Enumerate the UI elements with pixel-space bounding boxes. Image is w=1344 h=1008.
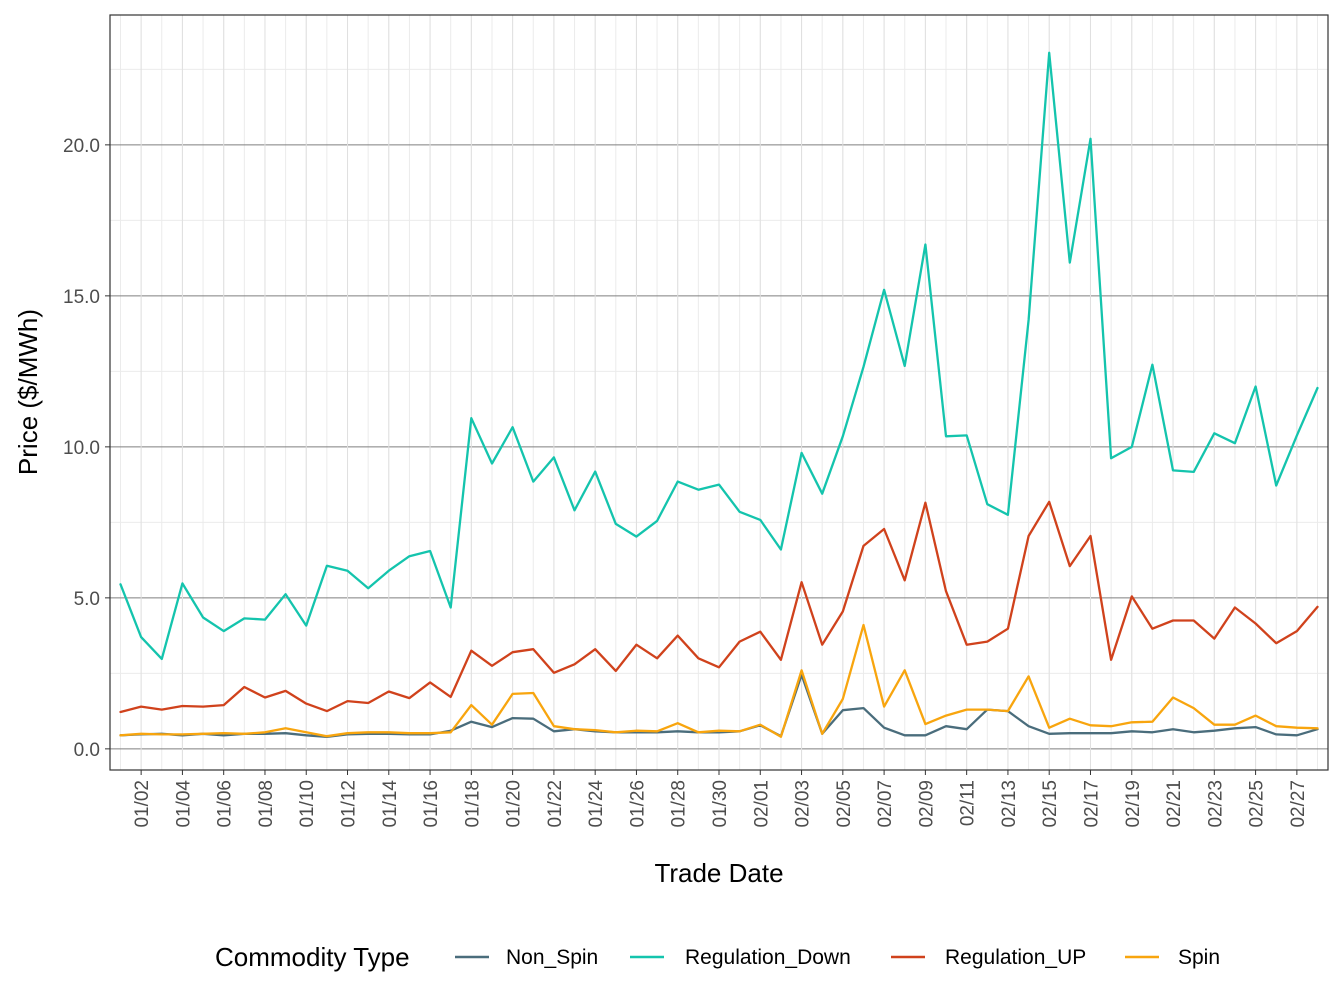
x-tick-label: 02/01 <box>751 780 772 828</box>
legend-label-regulation-up: Regulation_UP <box>945 946 1086 969</box>
x-tick-label: 01/04 <box>173 780 194 828</box>
y-tick-label: 10.0 <box>63 438 100 459</box>
x-tick-label: 02/21 <box>1164 780 1185 828</box>
x-tick-label: 01/16 <box>421 780 442 828</box>
x-tick-label: 02/03 <box>793 780 814 828</box>
x-tick-label: 02/19 <box>1123 780 1144 828</box>
x-tick-label: 02/07 <box>875 780 896 828</box>
x-tick-label: 01/18 <box>462 780 483 828</box>
x-axis: 01/02 01/04 01/06 01/08 01/10 01/12 01/14 01/16… <box>132 770 1309 828</box>
x-tick-label: 02/27 <box>1288 780 1309 828</box>
major-grid <box>110 15 1328 770</box>
x-tick-label: 01/08 <box>256 780 277 828</box>
x-tick-label: 01/26 <box>627 780 648 828</box>
y-tick-label: 15.0 <box>63 287 100 308</box>
x-tick-label: 01/24 <box>586 780 607 828</box>
x-tick-label: 01/20 <box>504 780 525 828</box>
legend-label-non-spin: Non_Spin <box>506 946 598 969</box>
y-tick-label: 0.0 <box>74 740 100 761</box>
legend: Commodity Type Non_Spin Regulation_Down … <box>215 942 1220 972</box>
x-tick-label: 02/05 <box>834 780 855 828</box>
x-tick-label: 01/30 <box>710 780 731 828</box>
legend-label-regulation-down: Regulation_Down <box>685 946 851 969</box>
x-tick-label: 01/28 <box>669 780 690 828</box>
series-line-regulation-up <box>119 500 1319 714</box>
y-tick-label: 5.0 <box>74 589 100 610</box>
y-axis: 0.0 5.0 10.0 15.0 20.0 <box>63 136 110 761</box>
legend-title: Commodity Type <box>215 942 410 972</box>
x-tick-label: 02/23 <box>1205 780 1226 828</box>
x-tick-label: 02/13 <box>999 780 1020 828</box>
x-tick-label: 01/02 <box>132 780 153 828</box>
x-tick-label: 01/22 <box>545 780 566 828</box>
x-tick-label: 02/09 <box>916 780 937 828</box>
y-tick-label: 20.0 <box>63 136 100 157</box>
x-axis-title: Trade Date <box>654 858 783 888</box>
x-tick-label: 02/11 <box>958 780 979 826</box>
legend-label-spin: Spin <box>1178 946 1220 969</box>
series-line-regulation-down <box>119 51 1319 661</box>
x-tick-label: 02/17 <box>1081 780 1102 828</box>
x-tick-label: 01/14 <box>380 780 401 828</box>
series-line-spin <box>119 623 1319 738</box>
y-axis-title: Price ($/MWh) <box>13 309 43 475</box>
series-lines <box>119 51 1319 738</box>
x-tick-label: 02/25 <box>1247 780 1268 828</box>
x-tick-label: 01/06 <box>215 780 236 828</box>
x-tick-label: 02/15 <box>1040 780 1061 828</box>
x-tick-label: 01/12 <box>339 780 360 828</box>
series-line-non-spin <box>119 673 1319 738</box>
x-tick-label: 01/10 <box>297 780 318 828</box>
